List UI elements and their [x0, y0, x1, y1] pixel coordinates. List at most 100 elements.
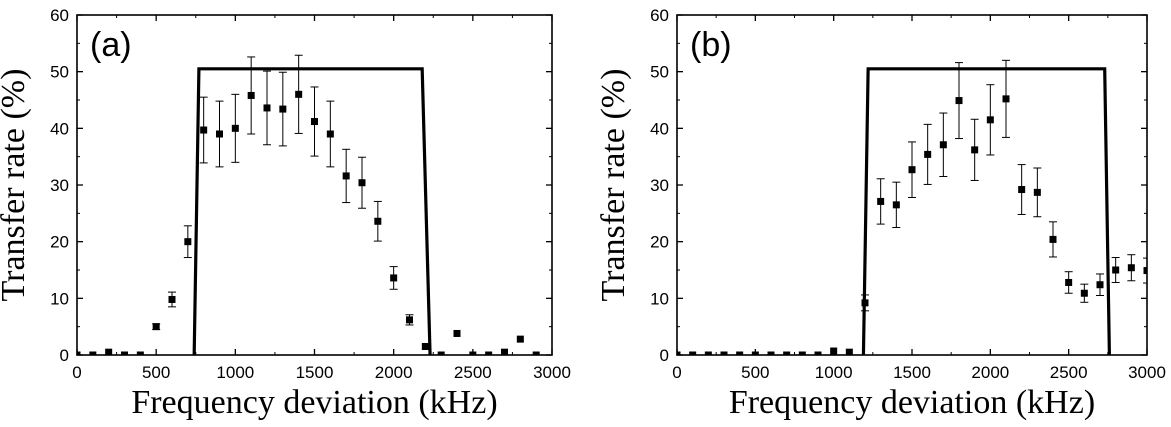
data-point [908, 166, 916, 174]
data-point [751, 351, 759, 355]
y-tick-label: 10 [50, 289, 69, 308]
y-tick-label: 40 [50, 119, 69, 138]
data-layer [677, 59, 1147, 355]
data-point [783, 351, 791, 355]
data-point [971, 146, 979, 154]
data-point [121, 351, 128, 355]
data-point [326, 130, 334, 138]
data-point [342, 172, 350, 180]
x-tick-label: 500 [142, 363, 170, 382]
data-point [677, 351, 681, 355]
data-point [469, 351, 477, 355]
data-point [247, 91, 255, 99]
data-point [720, 351, 728, 355]
x-tick-label: 2000 [971, 363, 1009, 382]
data-point [689, 351, 697, 355]
x-tick-label: 3000 [1128, 363, 1166, 382]
data-point [939, 141, 947, 149]
x-tick-label: 3000 [533, 363, 571, 382]
data-point [986, 116, 994, 124]
x-tick-label: 500 [741, 363, 769, 382]
y-tick-label: 10 [650, 289, 669, 308]
plot-frame [76, 14, 553, 356]
data-point [892, 201, 900, 209]
data-point [1033, 188, 1041, 196]
y-tick-label: 20 [50, 233, 69, 252]
data-point [136, 351, 144, 355]
x-tick-label: 1500 [296, 363, 334, 382]
y-axis-title: Transfer rate (%) [595, 69, 632, 302]
data-point [406, 316, 413, 324]
data-point [168, 295, 176, 303]
data-point [358, 179, 366, 187]
data-point [877, 197, 885, 205]
data-point [200, 126, 208, 134]
y-tick-label: 30 [50, 176, 69, 195]
x-tick-label: 0 [72, 363, 81, 382]
chart-panel-a: 0 500 1000 1500 2000 2500 3000 0 10 20 30 40 50 60 Fre… [0, 6, 571, 421]
data-point [1143, 267, 1147, 275]
data-point [767, 351, 775, 355]
data-point [1002, 95, 1010, 103]
data-point [1018, 186, 1026, 194]
data-point [532, 351, 540, 355]
data-point [1112, 266, 1120, 274]
y-tick-label: 40 [650, 119, 669, 138]
data-point [105, 348, 113, 355]
data-point [421, 343, 429, 350]
data-point [1065, 278, 1073, 286]
x-tick-label: 2500 [1050, 363, 1088, 382]
data-point [1096, 281, 1104, 289]
data-point [279, 105, 287, 113]
data-layer [77, 54, 540, 355]
data-point [704, 351, 712, 355]
panel-label: (a) [90, 26, 132, 64]
model-curve [192, 67, 432, 355]
y-tick-label: 0 [60, 346, 69, 365]
x-tick-label: 1500 [893, 363, 931, 382]
y-tick-label: 30 [650, 176, 669, 195]
data-point [184, 238, 192, 246]
x-tick-label: 2500 [454, 363, 492, 382]
chart-panel-b: 0 500 1000 1500 2000 2500 3000 0 10 20 30 40 50 60 Fre… [595, 6, 1166, 421]
x-tick-label: 1000 [216, 363, 254, 382]
data-point [263, 104, 271, 112]
data-point [1127, 264, 1135, 272]
data-point [1049, 235, 1057, 243]
data-point [77, 351, 81, 355]
data-point [736, 351, 744, 355]
data-point [501, 348, 508, 355]
data-point [231, 124, 239, 132]
data-point [814, 351, 822, 355]
data-point [830, 347, 838, 355]
data-point [485, 351, 493, 355]
data-point [1080, 289, 1088, 297]
data-point [453, 329, 461, 337]
data-point [516, 335, 524, 343]
y-tick-label: 50 [50, 63, 69, 82]
y-axis-title: Transfer rate (%) [0, 69, 32, 302]
x-tick-label: 2000 [375, 363, 413, 382]
x-tick-label: 0 [672, 363, 681, 382]
y-tick-label: 60 [650, 6, 669, 25]
data-point [955, 97, 963, 105]
data-point [295, 90, 303, 98]
data-point [152, 323, 160, 331]
data-point [311, 118, 318, 126]
panel-label: (b) [690, 26, 732, 64]
x-axis-title: Frequency deviation (kHz) [131, 384, 497, 421]
x-tick-label: 1000 [815, 363, 853, 382]
data-point [89, 351, 97, 355]
y-tick-label: 0 [660, 346, 669, 365]
model-curve [861, 67, 1111, 355]
data-point [390, 274, 398, 282]
data-point [845, 348, 853, 355]
y-tick-label: 50 [650, 63, 669, 82]
data-point [798, 351, 806, 355]
x-axis-title: Frequency deviation (kHz) [729, 384, 1095, 421]
y-tick-label: 60 [50, 6, 69, 25]
y-tick-label: 20 [650, 233, 669, 252]
data-point [437, 351, 445, 355]
data-point [374, 217, 382, 225]
